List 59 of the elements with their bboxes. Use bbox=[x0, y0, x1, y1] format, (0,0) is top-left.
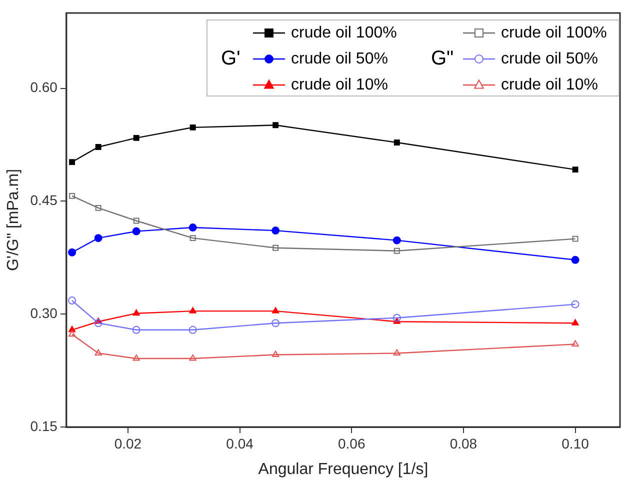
point bbox=[572, 319, 579, 326]
point bbox=[188, 224, 197, 232]
legend-label: crude oil 10% bbox=[501, 76, 598, 94]
point bbox=[68, 326, 76, 332]
point bbox=[190, 235, 196, 242]
y-tick-label: 0.30 bbox=[30, 304, 58, 321]
point bbox=[571, 256, 580, 264]
point bbox=[132, 354, 140, 361]
y-axis-title: G'/G" [mPa.m] bbox=[5, 168, 22, 272]
x-axis-title: Angular Frequency [1/s] bbox=[258, 460, 428, 478]
point bbox=[69, 159, 76, 166]
point bbox=[190, 124, 196, 130]
point bbox=[188, 326, 197, 334]
point bbox=[133, 134, 140, 141]
point bbox=[68, 248, 76, 256]
point bbox=[571, 300, 580, 308]
point bbox=[272, 350, 280, 357]
x-tick-label: 0.02 bbox=[114, 435, 142, 452]
point bbox=[94, 319, 102, 328]
point bbox=[95, 204, 102, 211]
point bbox=[94, 349, 102, 356]
point bbox=[272, 226, 280, 235]
point bbox=[392, 314, 401, 322]
point bbox=[394, 248, 400, 254]
point bbox=[392, 236, 401, 244]
point bbox=[393, 349, 400, 356]
point bbox=[132, 227, 140, 236]
point bbox=[394, 139, 400, 146]
annotation: G' bbox=[221, 48, 240, 70]
point bbox=[68, 330, 76, 337]
x-tick-label: 0.04 bbox=[226, 435, 254, 452]
point bbox=[132, 326, 140, 334]
y-tick-label: 0.45 bbox=[30, 192, 58, 208]
y-tick-label: 0.60 bbox=[30, 79, 58, 96]
point bbox=[272, 244, 279, 251]
point bbox=[272, 122, 279, 128]
point bbox=[133, 218, 140, 224]
legend-label: crude oil 10% bbox=[291, 76, 388, 94]
point bbox=[572, 236, 578, 242]
legend-label: crude oil 50% bbox=[501, 50, 598, 68]
point bbox=[189, 307, 196, 314]
x-tick-label: 0.06 bbox=[338, 435, 366, 452]
point bbox=[572, 340, 579, 346]
x-tick-label: 0.10 bbox=[562, 435, 590, 452]
annotation: G" bbox=[431, 48, 454, 70]
legend-label: crude oil 100% bbox=[501, 24, 607, 42]
point bbox=[95, 144, 102, 150]
legend-label: crude oil 100% bbox=[291, 24, 397, 42]
point bbox=[94, 234, 102, 242]
point bbox=[572, 166, 578, 173]
point bbox=[189, 354, 196, 361]
point bbox=[272, 319, 280, 328]
point bbox=[272, 307, 280, 314]
point bbox=[69, 192, 76, 199]
point bbox=[68, 296, 76, 305]
point bbox=[132, 309, 140, 316]
y-tick-label: 0.15 bbox=[30, 418, 58, 434]
x-tick-label: 0.08 bbox=[450, 435, 478, 452]
legend-label: crude oil 50% bbox=[291, 50, 388, 68]
